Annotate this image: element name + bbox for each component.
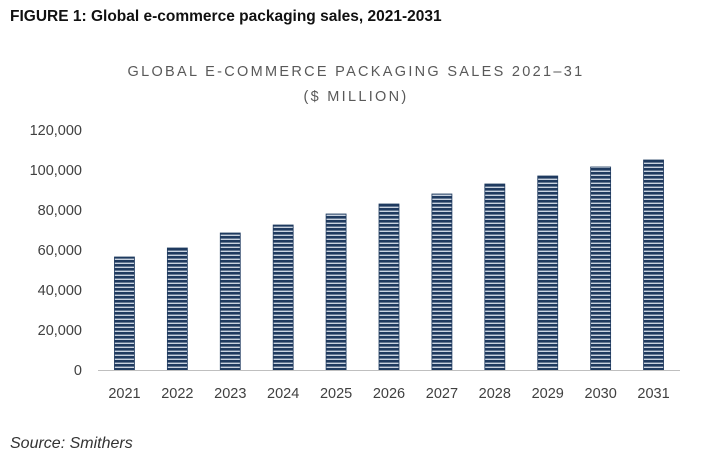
bar	[537, 175, 559, 371]
bar-series	[114, 159, 664, 371]
chart-title: GLOBAL E-COMMERCE PACKAGING SALES 2021–3…	[127, 64, 585, 80]
bar	[325, 213, 347, 371]
x-tick-label: 2025	[320, 386, 352, 402]
bar	[643, 159, 664, 371]
x-axis: 2021 2022 2023 2024 2025 2026 2027 2028 2029 2030…	[108, 386, 669, 402]
y-tick-label: 0	[74, 363, 82, 379]
x-tick-label: 2021	[108, 386, 140, 402]
source-note: Source: Smithers	[10, 435, 133, 452]
figure-caption: FIGURE 1: Global e-commerce packaging sa…	[10, 8, 442, 25]
bar	[484, 183, 506, 371]
bar	[272, 224, 294, 371]
bar	[219, 232, 241, 371]
x-tick-label: 2027	[426, 386, 458, 402]
x-tick-label: 2026	[373, 386, 405, 402]
x-tick-label: 2029	[532, 386, 564, 402]
bar	[590, 166, 612, 371]
x-tick-label: 2022	[161, 386, 193, 402]
x-tick-label: 2023	[214, 386, 246, 402]
x-tick-label: 2028	[479, 386, 511, 402]
y-tick-label: 80,000	[38, 203, 82, 219]
x-tick-label: 2024	[267, 386, 299, 402]
chart-subtitle: ($ MILLION)	[303, 89, 409, 105]
y-axis: 0 20,000 40,000 60,000 80,000 100,000 120,000	[30, 123, 82, 379]
y-tick-label: 60,000	[38, 243, 82, 259]
y-tick-label: 100,000	[30, 163, 82, 179]
y-tick-label: 40,000	[38, 283, 82, 299]
bar	[166, 247, 188, 371]
bar	[431, 193, 453, 371]
x-tick-label: 2030	[585, 386, 617, 402]
bar	[114, 256, 135, 371]
x-tick-label: 2031	[637, 386, 669, 402]
bar	[378, 203, 400, 371]
y-tick-label: 120,000	[30, 123, 82, 139]
y-tick-label: 20,000	[38, 323, 82, 339]
